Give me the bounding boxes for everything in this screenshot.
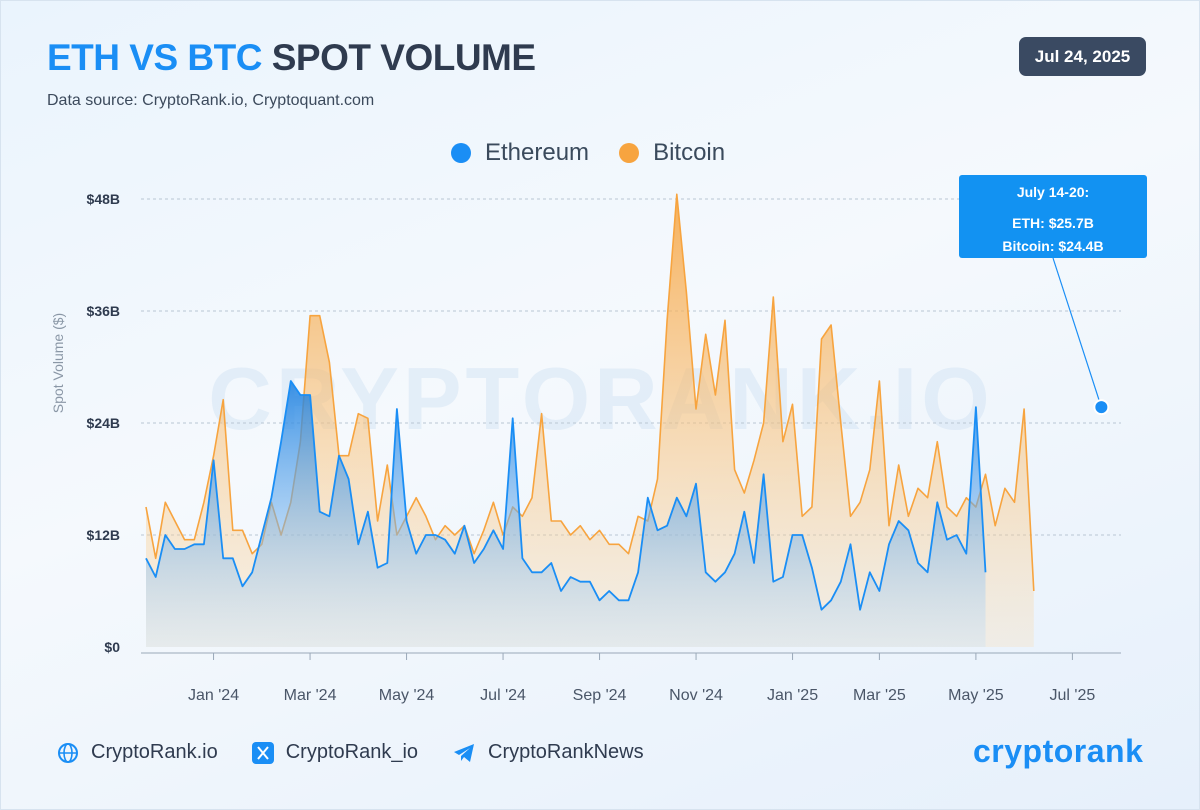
x-tick-label: Sep '24 <box>573 687 627 704</box>
telegram-link[interactable]: CryptoRankNews <box>488 741 644 763</box>
x-tick-label: Jul '25 <box>1050 687 1096 704</box>
y-tick-label: $24B <box>87 415 120 431</box>
footer-x[interactable]: CryptoRank_io <box>251 741 419 764</box>
annotation-box <box>959 175 1147 258</box>
annotation-eth-label: ETH: $25.7B <box>1012 215 1094 231</box>
title-rest: SPOT VOLUME <box>271 37 536 78</box>
y-tick-label: $12B <box>87 527 120 543</box>
ethereum-area <box>146 381 986 647</box>
y-axis-ticks: $0 $12B $24B $36B $48B <box>87 191 121 655</box>
legend-item-bitcoin: Bitcoin <box>619 139 725 167</box>
ethereum-line <box>145 380 987 611</box>
x-tick-label: Jan '24 <box>188 687 239 704</box>
x-tick-label: Jan '25 <box>767 687 818 704</box>
telegram-icon <box>454 743 475 762</box>
annotation-btc-label: Bitcoin: $24.4B <box>1002 238 1103 254</box>
x-tick-label: May '24 <box>379 687 435 704</box>
footer-website[interactable]: CryptoRank.io <box>57 741 218 764</box>
annotation-title: July 14-20: <box>1017 184 1089 200</box>
annotation-point <box>1093 399 1110 416</box>
watermark: CRYPTORANK.IO <box>208 349 993 448</box>
annotation-leader-line <box>1052 257 1102 408</box>
y-tick-label: $36B <box>87 303 120 319</box>
x-tick-label: Mar '25 <box>853 687 906 704</box>
volume-chart: CRYPTORANK.IO $0 $12B $24B $36B $48B Spot Vo… <box>50 175 1147 704</box>
x-tick-label: Mar '24 <box>284 687 337 704</box>
y-tick-label: $48B <box>87 191 120 207</box>
data-source: Data source: CryptoRank.io, Cryptoquant.… <box>47 92 375 109</box>
x-logo-icon <box>251 741 274 764</box>
globe-icon <box>58 742 78 763</box>
brand-logo: cryptorank <box>973 733 1144 769</box>
legend-dot-ethereum <box>451 143 471 163</box>
legend-label-bitcoin: Bitcoin <box>653 139 726 166</box>
annotation: July 14-20: ETH: $25.7B Bitcoin: $24.4B <box>959 175 1147 416</box>
footer-links: CryptoRank.io CryptoRank_io CryptoRankNe… <box>57 741 644 764</box>
legend-dot-bitcoin <box>619 143 640 163</box>
title-highlight: ETH VS BTC <box>47 37 262 78</box>
series-areas <box>145 193 1035 648</box>
x-tick-label: May '25 <box>948 687 1004 704</box>
x-tick-label: Jul '24 <box>480 687 526 704</box>
x-axis: Jan '24 Mar '24 May '24 Jul '24 Sep '24 Nov '… <box>141 652 1121 704</box>
footer-telegram[interactable]: CryptoRankNews <box>452 741 644 764</box>
chart-legend: Ethereum Bitcoin <box>451 139 725 167</box>
x-tick-label: Nov '24 <box>669 687 723 704</box>
y-axis-label: Spot Volume ($) <box>50 313 66 413</box>
page-title: ETH VS BTC SPOT VOLUME <box>47 37 536 79</box>
y-tick-label: $0 <box>104 639 120 655</box>
legend-item-ethereum: Ethereum <box>451 139 589 167</box>
date-badge: Jul 24, 2025 <box>1019 37 1146 76</box>
legend-label-ethereum: Ethereum <box>485 139 590 166</box>
x-handle-link[interactable]: CryptoRank_io <box>285 741 419 763</box>
website-link[interactable]: CryptoRank.io <box>91 741 218 763</box>
